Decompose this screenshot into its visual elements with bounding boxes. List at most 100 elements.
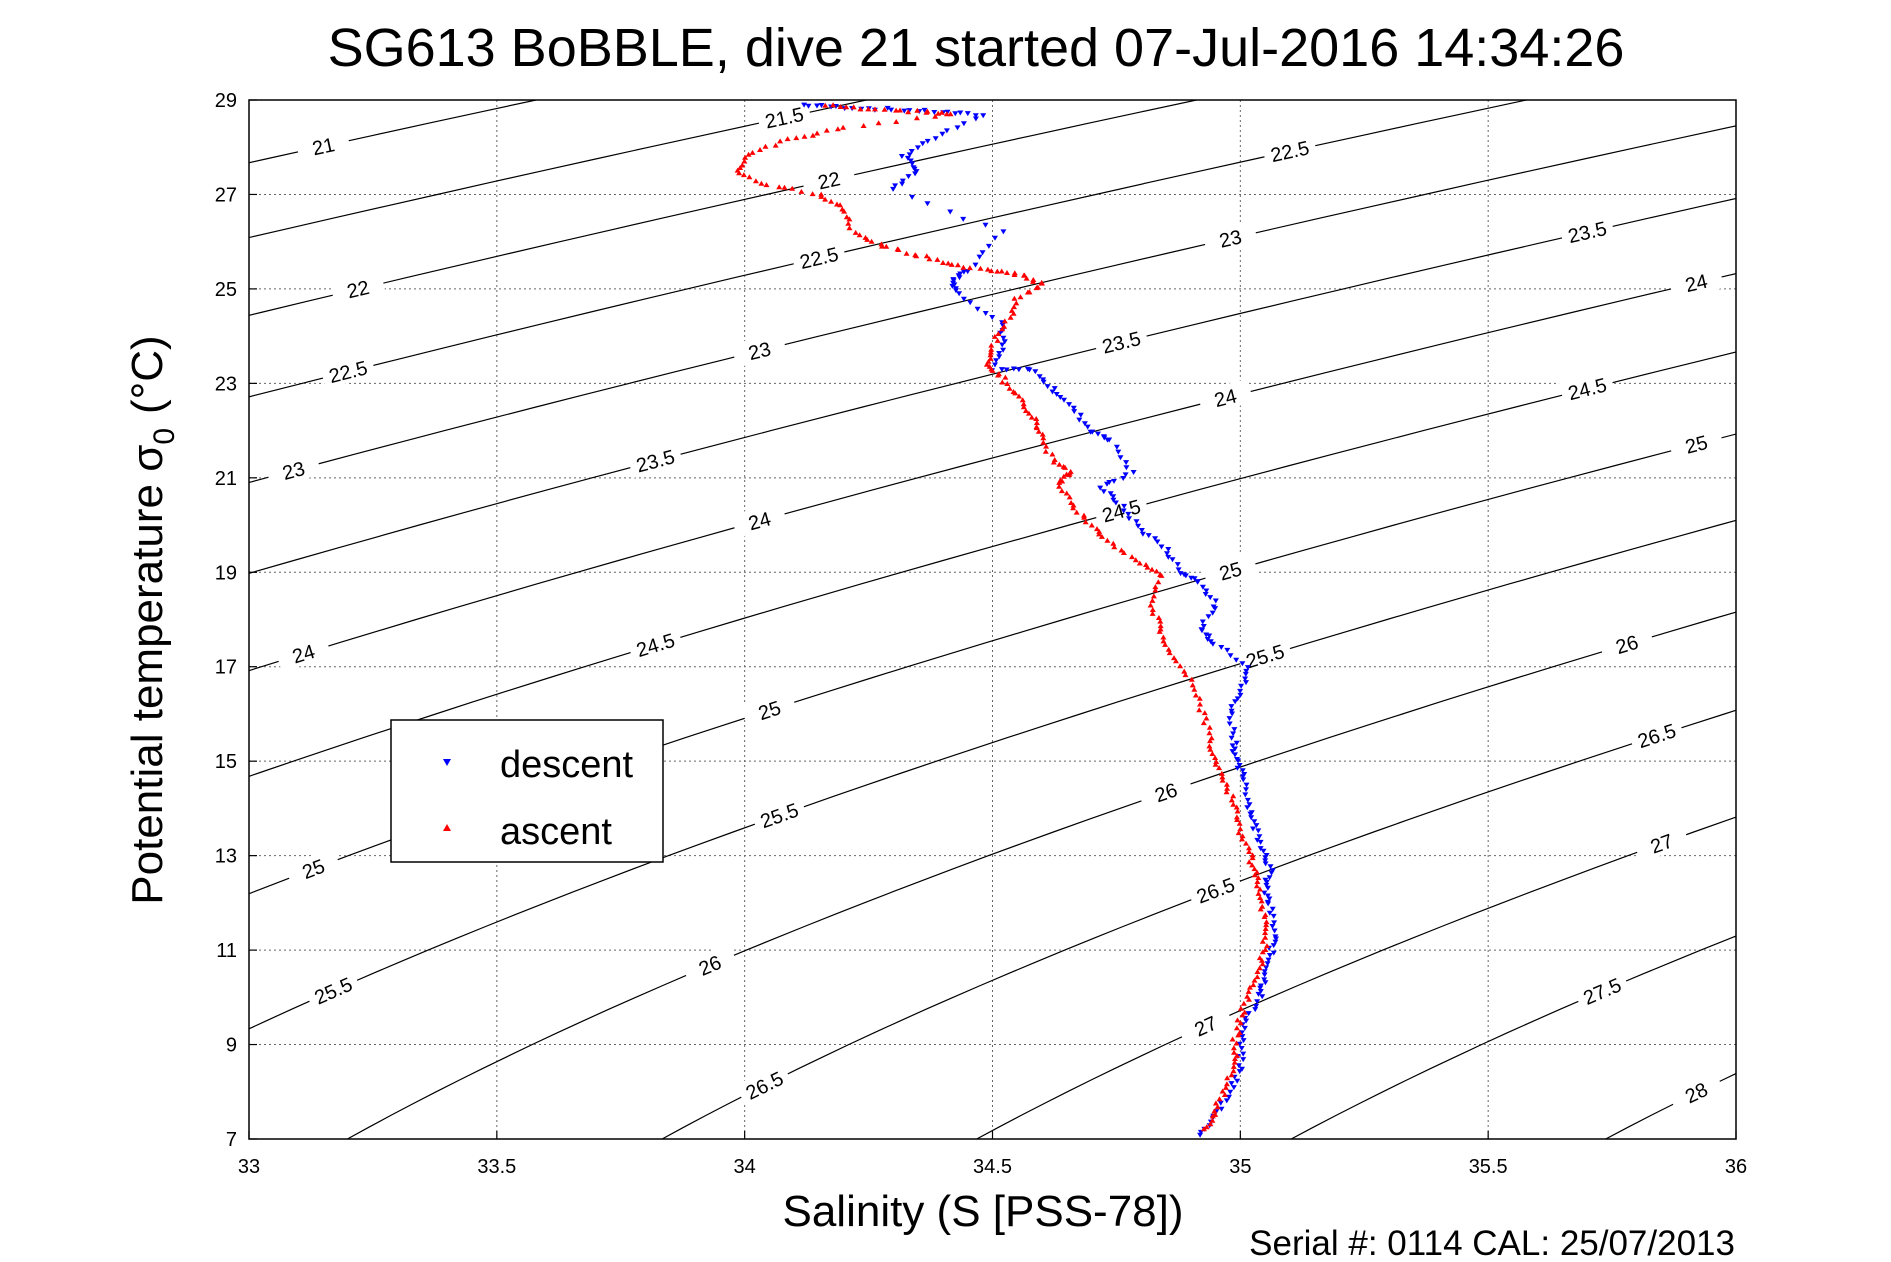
descent-point <box>1242 792 1249 798</box>
descent-point <box>919 141 926 147</box>
ascent-point <box>934 256 941 262</box>
ascent-point <box>1070 505 1077 511</box>
descent-point <box>1269 906 1276 912</box>
legend-descent-label: descent <box>500 744 634 786</box>
descent-point <box>1076 417 1083 423</box>
isopycnal-label-bg <box>1197 378 1254 415</box>
ascent-point <box>879 243 885 249</box>
ascent-point <box>798 188 805 194</box>
descent-point <box>1130 470 1137 475</box>
ascent-point <box>843 104 850 110</box>
isopycnal-label-bg <box>1236 636 1294 675</box>
ascent-point <box>960 264 967 270</box>
ascent-point <box>913 115 920 121</box>
ascent-point <box>1149 610 1156 616</box>
ascent-point <box>1063 490 1070 496</box>
descent-point <box>944 109 951 115</box>
isopycnal-label-bg <box>735 1062 793 1107</box>
ascent-point <box>1262 934 1269 940</box>
descent-point <box>892 183 899 189</box>
ascent-point <box>998 268 1005 274</box>
ascent-point <box>1200 1126 1207 1132</box>
descent-point <box>814 103 820 109</box>
isopycnal-line <box>249 273 1736 672</box>
descent-point <box>1010 366 1017 372</box>
descent-point <box>949 283 956 289</box>
descent-point <box>1133 519 1140 525</box>
ascent-point <box>1219 777 1226 783</box>
isopycnal-label-bg <box>1186 869 1244 910</box>
ascent-point <box>1033 285 1040 291</box>
ascent-series <box>734 102 1270 1132</box>
ascent-point <box>1239 833 1246 839</box>
descent-point <box>1270 943 1277 949</box>
ascent-point <box>1218 770 1225 776</box>
y-tick-label: 23 <box>215 373 237 395</box>
ascent-point <box>1001 318 1008 324</box>
legend-ascent-label: ascent <box>500 811 612 853</box>
isopycnal-label-bg <box>1201 551 1259 589</box>
descent-point <box>1243 782 1250 788</box>
grid <box>248 99 1737 1140</box>
ascent-point <box>1237 1005 1244 1011</box>
isopycnal-label: 21 <box>310 134 336 160</box>
ascent-point <box>1182 672 1189 678</box>
y-tick-label: 29 <box>215 90 237 112</box>
ascent-point <box>1033 420 1040 425</box>
ascent-point <box>837 104 844 109</box>
descent-point <box>1104 481 1110 487</box>
descent-point <box>905 174 912 180</box>
descent-point <box>943 128 950 134</box>
descent-point <box>1268 870 1275 876</box>
descent-point <box>1228 1081 1235 1087</box>
ascent-point <box>1096 528 1103 534</box>
ascent-point <box>988 268 995 274</box>
ascent-point <box>913 253 920 259</box>
isopycnal-label: 25.5 <box>311 974 355 1010</box>
ascent-point <box>840 124 847 130</box>
descent-point <box>1266 896 1273 902</box>
ascent-point <box>1070 502 1077 508</box>
ascent-point <box>948 261 955 267</box>
descent-point <box>1112 500 1119 506</box>
ascent-point <box>1228 797 1235 803</box>
isopycnal-label: 26.5 <box>1635 720 1679 753</box>
ascent-point <box>1110 540 1117 546</box>
ascent-point <box>818 193 825 199</box>
ascent-point <box>1212 755 1219 760</box>
ascent-point <box>1256 965 1263 971</box>
descent-point <box>1125 511 1132 517</box>
ascent-point <box>809 191 816 197</box>
ascent-point <box>757 147 763 152</box>
descent-point <box>1123 465 1130 471</box>
ascent-point <box>1223 1081 1230 1087</box>
isopycnal-label-bg <box>1668 264 1725 300</box>
isopycnal-label-bg <box>1137 771 1195 812</box>
descent-point <box>932 136 939 142</box>
descent-point <box>1257 985 1264 991</box>
descent-point <box>1084 424 1091 430</box>
ascent-point <box>1212 1100 1219 1106</box>
ascent-point <box>1209 751 1216 756</box>
ascent-point <box>1261 914 1268 919</box>
ascent-point <box>1066 494 1073 500</box>
ascent-point <box>1235 1032 1242 1038</box>
descent-point <box>1057 395 1064 400</box>
descent-point <box>1202 592 1209 597</box>
isopycnal-label: 22 <box>345 277 372 304</box>
descent-point <box>1212 606 1219 612</box>
isopycnal-label-bg <box>1093 323 1150 360</box>
isopycnal-label-bg <box>1598 624 1656 663</box>
descent-point <box>888 107 895 113</box>
ascent-point <box>1081 514 1088 520</box>
ascent-point <box>1049 451 1056 457</box>
descent-point <box>1244 797 1251 803</box>
descent-point <box>1199 628 1205 634</box>
ascent-point <box>777 138 784 144</box>
descent-point <box>1247 811 1254 817</box>
descent-point <box>1245 1011 1252 1017</box>
descent-point <box>1199 619 1206 625</box>
ascent-point <box>1149 607 1156 612</box>
ascent-point <box>1157 623 1164 629</box>
descent-point <box>1261 977 1268 983</box>
